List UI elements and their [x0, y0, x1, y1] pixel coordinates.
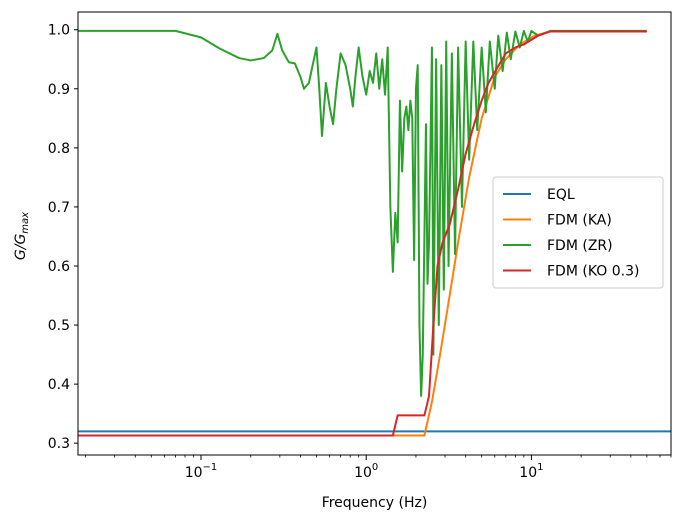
legend: EQL FDM (KA) FDM (ZR) FDM (KO 0.3): [492, 176, 664, 289]
legend-label-1: EQL: [547, 187, 575, 203]
series-line-4: [78, 30, 647, 437]
y-axis-label-subscript: max: [20, 212, 31, 234]
x-tick-label: 10−1: [185, 462, 218, 481]
plot-frame: [77, 11, 672, 456]
legend-box: [492, 176, 664, 289]
x-tick-label: 101: [519, 462, 543, 481]
y-tick-label: 0.7: [48, 200, 70, 216]
y-tick-label: 0.8: [48, 141, 70, 157]
y-tick-label: 0.4: [48, 377, 70, 393]
y-axis-label-main: G/G: [13, 234, 29, 261]
y-axis-label: G/Gmax: [13, 212, 31, 260]
x-axis-label: Frequency (Hz): [322, 495, 428, 511]
y-tick-label: 0.6: [48, 259, 70, 275]
legend-label-4: FDM (KO 0.3): [547, 264, 639, 280]
y-tick-label: 1.0: [48, 23, 70, 39]
legend-label-2: FDM (KA): [547, 213, 612, 229]
x-tick-label: 100: [354, 462, 378, 481]
y-axis: 0.3 0.4 0.5 0.6 0.7 0.8 0.9 1.0: [48, 23, 78, 452]
x-axis: 10−1 100 101: [85, 455, 672, 481]
y-tick-label: 0.3: [48, 436, 70, 452]
series-line-3: [78, 29, 647, 397]
y-tick-label: 0.9: [48, 82, 70, 98]
y-tick-label: 0.5: [48, 318, 70, 334]
legend-label-3: FDM (ZR): [547, 238, 613, 254]
series-layer: [78, 29, 671, 437]
series-line-2: [78, 30, 647, 437]
